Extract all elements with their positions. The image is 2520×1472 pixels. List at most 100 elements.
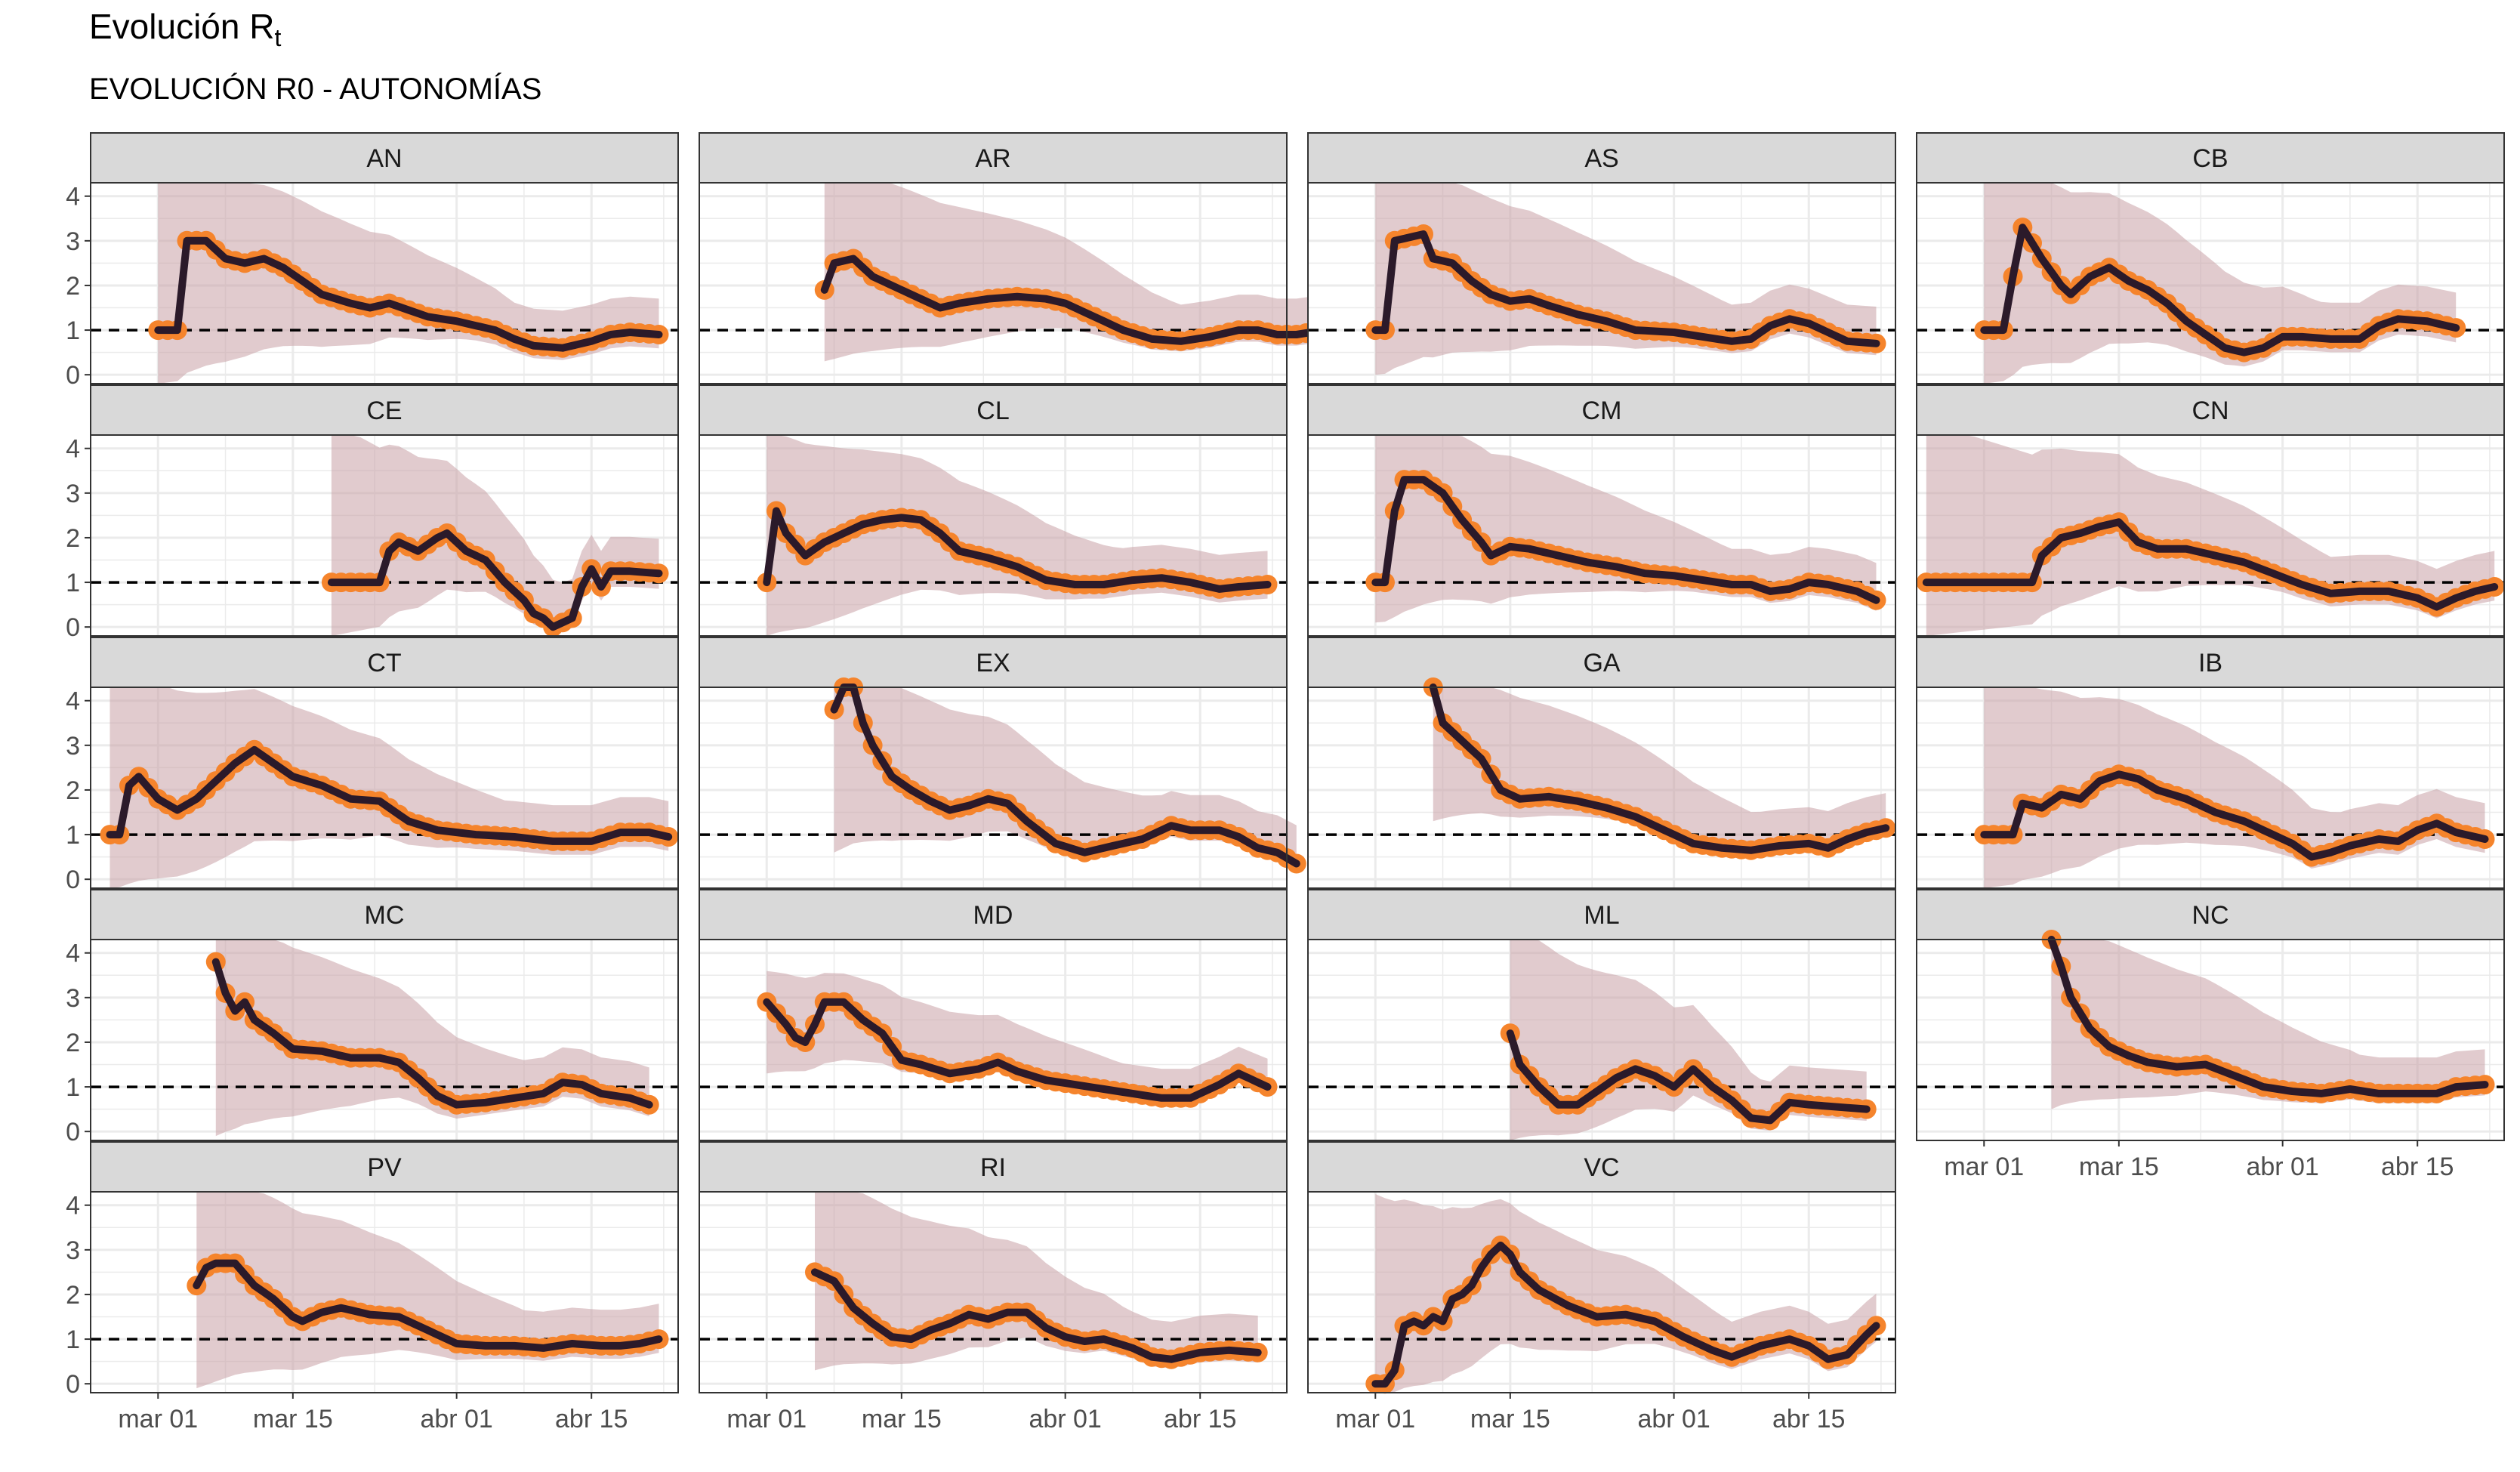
x-tick-label: abr 15	[2381, 1153, 2454, 1181]
facet-strip	[699, 384, 1288, 436]
x-tick-label: mar 01	[1335, 1405, 1415, 1433]
y-tick-label: 3	[66, 480, 80, 508]
x-tick-label: abr 01	[420, 1405, 492, 1433]
x-tick-label: mar 01	[118, 1405, 198, 1433]
panel-border	[1307, 434, 1896, 637]
panel-border	[699, 687, 1288, 889]
facet-label: AR	[975, 144, 1010, 173]
series-line	[1371, 1241, 1880, 1388]
y-tick-label: 1	[66, 316, 80, 345]
facet-strip	[1916, 132, 2505, 184]
facet-strip	[699, 1141, 1288, 1193]
facet-label: CB	[2192, 144, 2228, 173]
y-tick-label: 2	[66, 272, 80, 301]
facet-label: IB	[2198, 649, 2222, 677]
panel-border	[699, 1191, 1288, 1393]
series-line	[1980, 770, 2489, 861]
facet-label: CL	[976, 397, 1009, 425]
facet-strip	[1307, 637, 1896, 688]
y-tick-label: 2	[66, 1029, 80, 1057]
x-tick-label: mar 15	[1470, 1405, 1550, 1433]
facet-panel-cl: CL	[699, 384, 1288, 637]
y-tick-label: 2	[66, 1281, 80, 1310]
facet-strip	[90, 132, 679, 184]
y-tick-label: 3	[66, 1236, 80, 1265]
x-tick-label: abr 15	[1164, 1405, 1236, 1433]
series-line	[763, 507, 1272, 593]
y-tick-label: 2	[66, 524, 80, 553]
x-tick-label: abr 15	[1772, 1405, 1845, 1433]
facet-strip	[1916, 889, 2505, 940]
facet-panel-ml: ML	[1307, 889, 1896, 1141]
y-tick-label: 2	[66, 776, 80, 805]
confidence-ribbon	[1375, 183, 1877, 375]
facet-panel-ex: EX	[699, 637, 1306, 889]
facet-panel-ce: CE 0 1 2 3 4	[66, 384, 679, 642]
facet-panel-mc: MC 0 1 2 3 4	[66, 889, 679, 1146]
title-subscript: t	[274, 24, 282, 51]
panel-border	[699, 939, 1288, 1141]
facet-panel-pv: PV 0 1 2 3 4 mar 01 mar 15 abr 01 abr 15	[66, 1141, 679, 1433]
y-tick-label: 1	[66, 1325, 80, 1354]
facet-strip	[1916, 637, 2505, 688]
series-line	[106, 745, 673, 845]
panel-border	[90, 1191, 679, 1393]
series-line	[1980, 224, 2460, 356]
x-tick-label: mar 01	[726, 1405, 807, 1433]
facet-strip	[90, 384, 679, 436]
facet-label: CT	[367, 649, 401, 677]
facet-label: AN	[366, 144, 402, 173]
facet-panel-ar: AR	[699, 132, 1335, 384]
facet-panel-as: AS	[1307, 132, 1896, 384]
panel-border	[1916, 182, 2505, 384]
x-tick-label: mar 15	[862, 1405, 942, 1433]
y-tick-label: 4	[66, 1192, 80, 1220]
x-tick-label: abr 01	[2246, 1153, 2318, 1181]
facet-panel-ct: CT 0 1 2 3 4	[66, 637, 679, 894]
y-tick-label: 1	[66, 1073, 80, 1102]
facet-strip	[90, 637, 679, 688]
facet-label: PV	[367, 1153, 402, 1182]
panel-border	[1307, 1191, 1896, 1393]
y-tick-label: 4	[66, 183, 80, 211]
facet-label: VC	[1584, 1153, 1619, 1182]
y-tick-label: 0	[66, 866, 80, 894]
confidence-ribbon	[1433, 687, 1886, 859]
facet-label: MD	[973, 901, 1013, 930]
x-tick-label: abr 15	[555, 1405, 628, 1433]
y-tick-label: 1	[66, 569, 80, 597]
confidence-ribbon	[824, 183, 1325, 362]
facet-panel-cm: CM	[1307, 384, 1896, 637]
x-tick-label: abr 01	[1029, 1405, 1101, 1433]
facet-label: RI	[980, 1153, 1006, 1182]
series-line	[1429, 684, 1890, 854]
panel-border	[699, 434, 1288, 637]
series-line	[820, 255, 1329, 345]
series-line	[2047, 936, 2489, 1097]
panel-border	[1307, 939, 1896, 1141]
y-tick-label: 4	[66, 687, 80, 716]
y-tick-label: 0	[66, 613, 80, 642]
x-tick-label: mar 01	[1944, 1153, 2024, 1181]
y-tick-label: 0	[66, 1370, 80, 1399]
series-line	[763, 998, 1272, 1102]
y-tick-label: 4	[66, 940, 80, 968]
facet-label: NC	[2192, 901, 2229, 930]
panel-border	[1307, 687, 1896, 889]
series-line	[1371, 230, 1880, 347]
facet-label: EX	[976, 649, 1010, 677]
facet-label: MC	[365, 901, 405, 930]
chart-subtitle: EVOLUCIÓN R0 - AUTONOMÍAS	[89, 73, 542, 106]
facet-panel-ib: IB	[1916, 637, 2505, 889]
series-line	[211, 958, 653, 1109]
panel-border	[90, 939, 679, 1141]
facet-panel-an: AN 0 1 2 3 4	[66, 132, 679, 390]
facet-strip	[1916, 384, 2505, 436]
facet-panel-ri: RI mar 01 mar 15 abr 01 abr 15	[699, 1141, 1288, 1433]
facet-strip	[699, 132, 1288, 184]
y-tick-label: 3	[66, 227, 80, 256]
panel-border	[90, 687, 679, 889]
facet-strip	[1307, 889, 1896, 940]
facet-label: AS	[1584, 144, 1618, 173]
